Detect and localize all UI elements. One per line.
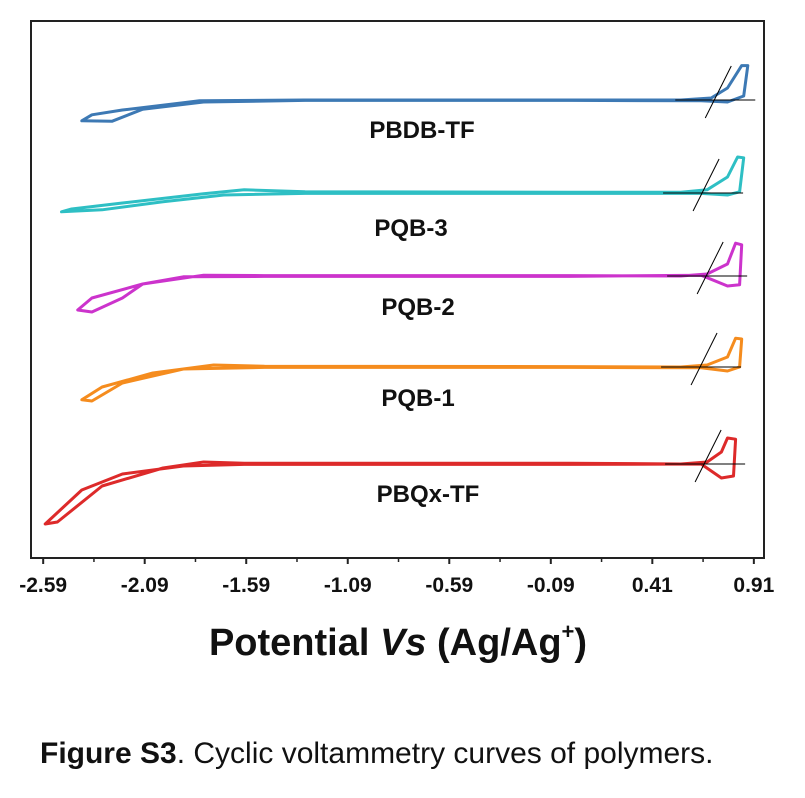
x-tick-label: -0.09 bbox=[527, 574, 575, 597]
x-axis-title-rest: (Ag/Ag bbox=[426, 622, 561, 664]
x-tick-label: -1.59 bbox=[222, 574, 270, 597]
x-tick-label: -2.09 bbox=[121, 574, 169, 597]
x-tick-label: 0.91 bbox=[733, 574, 774, 597]
figure-caption: Figure S3. Cyclic voltammetry curves of … bbox=[40, 737, 800, 771]
x-ticks: -2.59 -2.09 -1.59 -1.09 -0.59 -0.09 0.41 0.91 bbox=[19, 558, 775, 597]
x-tick-label: -0.59 bbox=[425, 574, 473, 597]
cv-curve-pqb-2 bbox=[76, 241, 744, 314]
onset-tangent bbox=[704, 65, 732, 119]
caption-text: . Cyclic voltammetry curves of polymers. bbox=[176, 737, 714, 770]
cv-chart: -2.59 -2.09 -1.59 -1.09 -0.59 -0.09 0.41 0.91 P… bbox=[19, 20, 775, 664]
x-tick-label: -1.09 bbox=[324, 574, 372, 597]
x-axis-title: Potential Vs (Ag/Ag+) bbox=[209, 619, 587, 664]
caption-label: Figure S3 bbox=[40, 737, 177, 770]
x-tick-label: -2.59 bbox=[19, 574, 67, 597]
cv-curve-pqb-3 bbox=[60, 155, 746, 214]
onset-tangent bbox=[696, 241, 724, 295]
plot-frame bbox=[30, 20, 765, 559]
series-label: PQB-3 bbox=[374, 215, 447, 242]
onset-tangent bbox=[694, 429, 722, 483]
onset-tangent bbox=[692, 158, 720, 212]
series-label: PQB-1 bbox=[381, 385, 454, 412]
series-labels: PBDB-TF PQB-3 PQB-2 PQB-1 PBQx-TF bbox=[369, 117, 479, 508]
series-label: PQB-2 bbox=[381, 294, 454, 321]
x-axis-title-main: Potential bbox=[209, 622, 380, 664]
x-axis-title-sup: + bbox=[562, 619, 575, 644]
onset-tangent bbox=[690, 332, 718, 386]
series-label: PBDB-TF bbox=[369, 117, 474, 144]
series-label: PBQx-TF bbox=[377, 481, 480, 508]
x-tick-label: 0.41 bbox=[632, 574, 673, 597]
x-axis-title-end: ) bbox=[574, 622, 587, 664]
cv-curve-pbdb-tf bbox=[80, 64, 750, 123]
series-group bbox=[43, 64, 756, 526]
x-axis-title-italic: Vs bbox=[380, 622, 426, 664]
